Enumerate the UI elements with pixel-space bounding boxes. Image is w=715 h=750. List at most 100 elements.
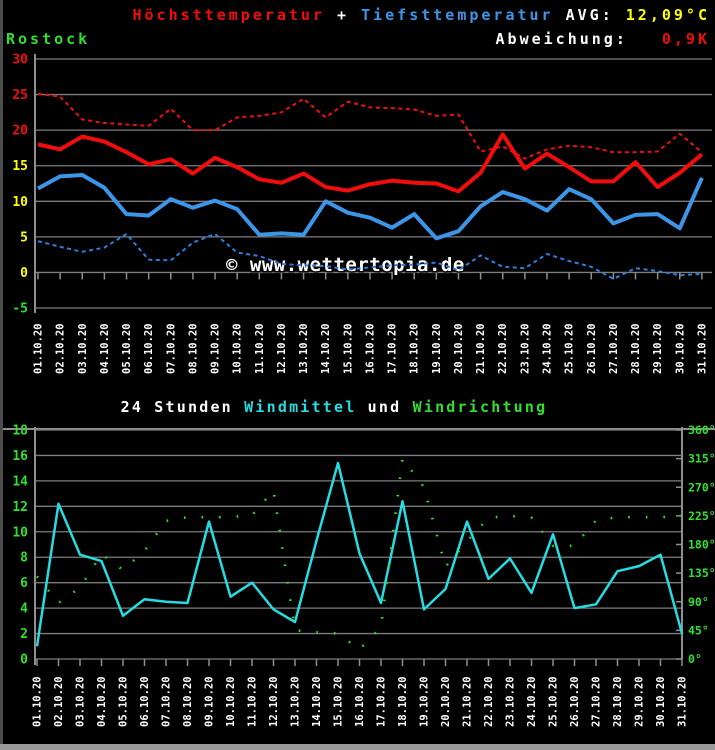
series-tiefsttemperatur-mittel bbox=[37, 233, 702, 280]
x-axis-label: 18.10.20 bbox=[397, 676, 409, 727]
x-axis-label: 19.10.20 bbox=[419, 676, 431, 727]
x-axis-label: 23.10.20 bbox=[519, 323, 531, 374]
x-axis-label: 09.10.20 bbox=[210, 323, 222, 374]
x-axis-label: 01.10.20 bbox=[32, 676, 44, 727]
wind-dir-axis-label: 90° bbox=[688, 595, 709, 609]
x-axis-label: 25.10.20 bbox=[548, 676, 560, 727]
wind-speed-legend: Windmittel bbox=[244, 398, 357, 416]
x-axis-label: 30.10.20 bbox=[674, 323, 686, 374]
x-axis-label: 29.10.20 bbox=[634, 676, 646, 727]
x-axis-label: 13.10.20 bbox=[290, 676, 302, 727]
x-axis-label: 08.10.20 bbox=[182, 676, 194, 727]
deviation-line: Abweichung: 0,9K bbox=[0, 30, 710, 48]
x-axis-label: 22.10.20 bbox=[483, 676, 495, 727]
x-axis-label: 05.10.20 bbox=[121, 323, 133, 374]
wind-speed-axis-label: 14 bbox=[12, 474, 28, 489]
x-axis-label: 21.10.20 bbox=[475, 323, 487, 374]
wind-direction-legend: Windrichtung bbox=[412, 398, 548, 416]
wind-speed-axis-label: 8 bbox=[20, 551, 28, 566]
x-axis-label: 17.10.20 bbox=[387, 323, 399, 374]
max-temp-legend: Höchsttemperatur bbox=[132, 6, 325, 24]
x-axis-label: 07.10.20 bbox=[161, 676, 173, 727]
x-axis-label: 25.10.20 bbox=[564, 323, 576, 374]
x-axis-label: 02.10.20 bbox=[55, 323, 67, 374]
x-axis-label: 17.10.20 bbox=[376, 676, 388, 727]
series-windmittel bbox=[35, 461, 684, 647]
x-axis-label: 28.10.20 bbox=[630, 323, 642, 374]
x-axis-label: 11.10.20 bbox=[254, 323, 266, 374]
y-axis-label: 10 bbox=[12, 195, 28, 210]
x-axis-label: 03.10.20 bbox=[77, 323, 89, 374]
x-axis-label: 12.10.20 bbox=[276, 323, 288, 374]
x-axis-label: 20.10.20 bbox=[453, 323, 465, 374]
x-axis-label: 19.10.20 bbox=[431, 323, 443, 374]
series-hoechsttemperatur-mittel bbox=[37, 92, 703, 160]
x-axis-label: 02.10.20 bbox=[53, 676, 65, 727]
x-axis-label: 24.10.20 bbox=[541, 323, 553, 374]
x-axis-label: 26.10.20 bbox=[586, 323, 598, 374]
wind-speed-axis-label: 2 bbox=[20, 627, 28, 642]
wind-dir-axis-label: 225° bbox=[688, 509, 715, 523]
x-axis-label: 22.10.20 bbox=[497, 323, 509, 374]
left-border bbox=[0, 0, 3, 750]
wind-speed-axis-label: 12 bbox=[12, 500, 28, 515]
chart1-legend-line: Höchsttemperatur + Tiefsttemperatur AVG:… bbox=[0, 6, 710, 24]
x-axis-label: 14.10.20 bbox=[320, 323, 332, 374]
wind-chart-title: 24 Stunden Windmittel und Windrichtung bbox=[0, 398, 668, 416]
x-axis-label: 03.10.20 bbox=[75, 676, 87, 727]
x-axis-label: 08.10.20 bbox=[187, 323, 199, 374]
plus-sign: + bbox=[325, 6, 362, 24]
x-axis-label: 31.10.20 bbox=[677, 676, 689, 727]
x-axis-label: 27.10.20 bbox=[608, 323, 620, 374]
wind-dir-axis-label: 180° bbox=[688, 538, 715, 552]
series-tiefsttemperatur bbox=[37, 172, 704, 241]
x-axis-label: 14.10.20 bbox=[311, 676, 323, 727]
x-axis-label: 28.10.20 bbox=[612, 676, 624, 727]
deviation-value: 0,9K bbox=[661, 30, 710, 48]
bottom-border bbox=[0, 744, 715, 750]
x-axis-label: 12.10.20 bbox=[268, 676, 280, 727]
wind-dir-axis-label: 315° bbox=[688, 452, 715, 466]
x-axis-label: 30.10.20 bbox=[655, 676, 667, 727]
x-axis-label: 15.10.20 bbox=[333, 676, 345, 727]
x-axis-label: 10.10.20 bbox=[232, 323, 244, 374]
wind-speed-axis-label: 18 bbox=[12, 424, 28, 439]
wind-dir-axis-label: 270° bbox=[688, 480, 715, 494]
wind-dir-axis-label: 360° bbox=[688, 423, 715, 437]
x-axis-label: 13.10.20 bbox=[298, 323, 310, 374]
wind-title-and: und bbox=[356, 398, 413, 416]
x-axis-label: 29.10.20 bbox=[652, 323, 664, 374]
wind-speed-axis-label: 16 bbox=[12, 449, 28, 464]
deviation-label: Abweichung: bbox=[495, 30, 628, 48]
y-axis-label: -5 bbox=[12, 302, 28, 317]
x-axis-label: 07.10.20 bbox=[165, 323, 177, 374]
x-axis-label: 04.10.20 bbox=[96, 676, 108, 727]
x-axis-label: 05.10.20 bbox=[118, 676, 130, 727]
y-axis-label: 5 bbox=[20, 230, 28, 245]
y-axis-label: 15 bbox=[12, 159, 28, 174]
wind-speed-axis-label: 6 bbox=[20, 576, 28, 591]
wind-dir-axis-label: 0° bbox=[688, 652, 702, 666]
watermark: © www.wettertopia.de bbox=[226, 254, 465, 276]
x-axis-label: 06.10.20 bbox=[143, 323, 155, 374]
wind-dir-axis-label: 135° bbox=[688, 566, 715, 580]
x-axis-label: 21.10.20 bbox=[462, 676, 474, 727]
x-axis-label: 10.10.20 bbox=[225, 676, 237, 727]
series-hoechsttemperatur bbox=[37, 132, 704, 194]
wind-speed-axis-label: 10 bbox=[12, 525, 28, 540]
x-axis-label: 06.10.20 bbox=[139, 676, 151, 727]
x-axis-label: 16.10.20 bbox=[364, 323, 376, 374]
x-axis-label: 15.10.20 bbox=[342, 323, 354, 374]
x-axis-label: 18.10.20 bbox=[409, 323, 421, 374]
wind-speed-axis-label: 0 bbox=[20, 653, 28, 668]
avg-label: AVG: bbox=[553, 6, 626, 24]
avg-value: 12,09°C bbox=[625, 6, 710, 24]
x-axis-label: 16.10.20 bbox=[354, 676, 366, 727]
x-axis-label: 31.10.20 bbox=[696, 323, 708, 374]
y-axis-label: 0 bbox=[20, 266, 28, 281]
min-temp-legend: Tiefsttemperatur bbox=[361, 6, 554, 24]
y-axis-label: 30 bbox=[12, 53, 28, 68]
x-axis-label: 09.10.20 bbox=[204, 676, 216, 727]
